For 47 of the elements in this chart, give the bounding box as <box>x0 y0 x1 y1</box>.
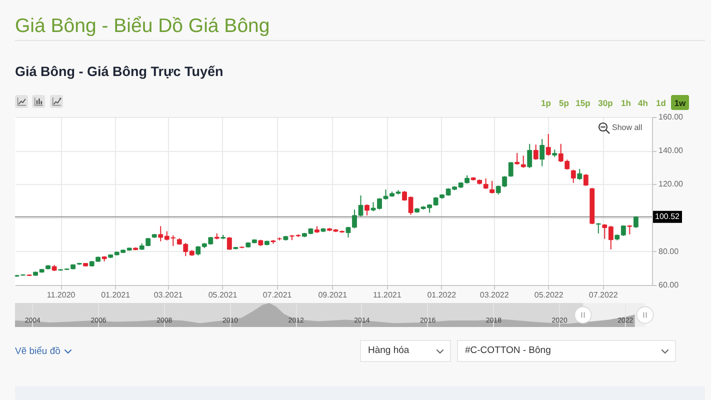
y-tick-label: 140.00 <box>658 146 684 156</box>
candlestick <box>546 133 551 156</box>
x-tick-label: 03.2022 <box>480 290 510 300</box>
ref-line-label: 100.52 <box>655 212 680 221</box>
candlestick <box>364 204 370 216</box>
candlestick <box>596 222 601 234</box>
text: 4h <box>637 97 649 109</box>
annotation: Show all <box>612 123 642 133</box>
x-tick-label: 07.2021 <box>262 290 292 300</box>
x-tick-label: 05.2021 <box>208 290 238 300</box>
x-tick-label: 07.2022 <box>588 290 618 300</box>
chart-subtitle: Giá Bông - Giá Bông Trực Tuyến <box>15 63 224 80</box>
text: Vẽ biểu đồ <box>15 346 60 358</box>
candlestick <box>533 144 538 160</box>
chart-title: Giá Bông - Biểu Dồ Giá Bông <box>15 15 270 38</box>
candlestick <box>490 180 495 194</box>
x-tick-label: 01.2021 <box>101 290 131 300</box>
candlestick <box>577 168 582 180</box>
text: 1p <box>540 97 552 109</box>
text: 30p <box>597 97 614 109</box>
candlestick <box>508 162 514 178</box>
x-tick-label: 09.2021 <box>318 290 348 300</box>
candlestick <box>570 169 576 184</box>
y-tick-label: 60.00 <box>658 280 680 290</box>
text: 15p <box>574 97 592 109</box>
candlestick <box>483 178 488 190</box>
candlestick <box>633 216 638 228</box>
candlestick <box>520 155 526 168</box>
x-tick-label: 11.2021 <box>372 290 402 300</box>
candlestick <box>514 152 520 166</box>
text: 1d <box>655 97 667 109</box>
text: 1h <box>620 97 632 109</box>
text: #C-COTTON - Bông <box>465 345 551 357</box>
y-tick-label: 120.00 <box>658 180 684 189</box>
text: 5p <box>558 97 570 109</box>
text: Hàng hóa <box>368 345 410 357</box>
y-tick-label: 160.00 <box>658 112 684 122</box>
x-tick-label: 03.2021 <box>154 290 184 300</box>
candlestick <box>527 143 532 169</box>
candlestick <box>583 174 588 186</box>
candlestick <box>226 236 232 250</box>
candlestick <box>540 138 545 167</box>
y-tick-label: 80.00 <box>658 246 680 256</box>
x-tick-label: 05.2022 <box>534 290 564 300</box>
x-tick-label: 11.2020 <box>46 290 76 300</box>
x-tick-label: 01.2022 <box>427 290 457 300</box>
candlestick <box>627 224 632 235</box>
